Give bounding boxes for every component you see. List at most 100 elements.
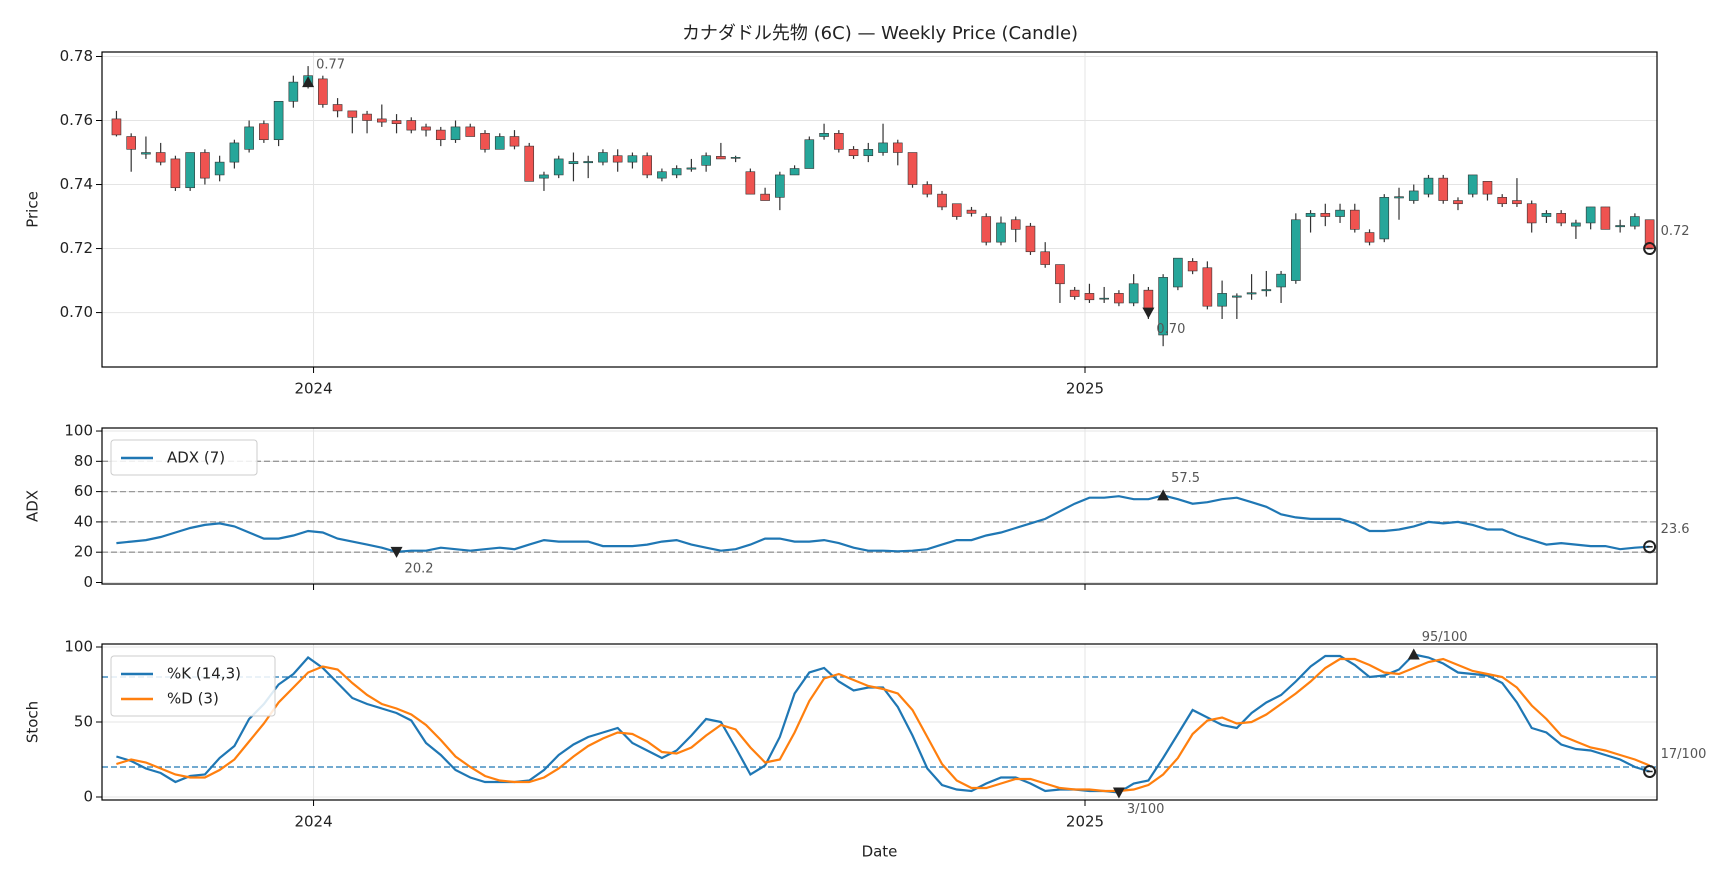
candle-body <box>863 149 874 157</box>
y-tick-label: 100 <box>64 638 93 656</box>
y-tick-label: 100 <box>64 422 93 440</box>
candle-body <box>1423 177 1434 195</box>
candle-body <box>892 142 903 153</box>
y-tick-label: 50 <box>74 713 93 731</box>
y-tick-label: 0 <box>83 788 93 806</box>
candle-body <box>435 129 446 141</box>
candle-body <box>200 152 210 179</box>
candle-body <box>996 222 1006 243</box>
x-axis-label: Date <box>862 843 898 861</box>
candle-body <box>1600 206 1611 230</box>
candle-body <box>1541 213 1552 217</box>
candle-body <box>1232 295 1242 298</box>
candle-body <box>1055 264 1065 285</box>
max-marker <box>1157 489 1170 501</box>
candle-body <box>671 168 682 176</box>
annotation-label: 17/100 <box>1661 747 1707 762</box>
candle-body <box>539 174 549 179</box>
annotation-label: 3/100 <box>1127 802 1164 817</box>
candle-body <box>789 168 800 176</box>
candle-body <box>524 145 535 182</box>
candle-body <box>553 158 564 176</box>
candle-body <box>1158 277 1168 336</box>
y-axis-label: ADX <box>24 490 42 522</box>
annotation-label: 0.77 <box>316 58 345 73</box>
x-tick-label: 2024 <box>294 813 332 831</box>
candle-body <box>907 152 918 185</box>
candle-body <box>155 152 166 163</box>
y-axis-label: Stoch <box>24 701 42 743</box>
candle-body <box>494 136 505 150</box>
candle-body <box>1010 219 1021 230</box>
y-tick-label: 0.78 <box>60 47 93 65</box>
candle-body <box>1099 297 1109 300</box>
candle-body <box>332 104 343 112</box>
candle-body <box>922 184 933 195</box>
plot-frame <box>101 643 1658 801</box>
candle-body <box>111 118 122 136</box>
candle-body <box>1408 190 1419 201</box>
candle-body <box>318 78 328 105</box>
min-marker <box>1112 787 1125 799</box>
legend-box <box>110 439 258 476</box>
series-line <box>116 653 1650 794</box>
candle-body <box>878 142 888 153</box>
max-marker <box>1407 648 1420 660</box>
candle-body <box>1526 203 1537 224</box>
candle-body <box>1173 257 1183 288</box>
candle-body <box>259 123 269 141</box>
candle-body <box>1217 293 1227 307</box>
candle-body <box>170 158 181 189</box>
candle-body <box>627 155 638 163</box>
candle-body <box>1571 222 1581 227</box>
candle-body <box>1143 289 1154 310</box>
candle-body <box>1335 209 1345 217</box>
candle-body <box>612 155 623 163</box>
candle-body <box>966 209 977 214</box>
candle-body <box>1040 251 1051 265</box>
legend-label: %D (3) <box>167 690 219 708</box>
candle-body <box>598 152 608 163</box>
annotation-label: 20.2 <box>405 561 434 576</box>
annotation-label: 0.70 <box>1156 322 1185 337</box>
candle-body <box>1261 289 1272 292</box>
last-marker <box>1643 765 1657 778</box>
plot-frame <box>101 427 1658 585</box>
candle-body <box>1305 213 1316 217</box>
y-tick-label: 80 <box>74 452 93 470</box>
x-tick-label: 2024 <box>294 380 332 398</box>
candle-body <box>406 120 417 131</box>
legend-label: %K (14,3) <box>167 665 241 683</box>
candle-body <box>819 133 829 137</box>
min-marker <box>390 546 403 558</box>
plot-frame <box>101 51 1658 368</box>
candle-body <box>1379 197 1390 240</box>
y-tick-label: 0.74 <box>60 175 93 193</box>
candle-body <box>421 126 431 131</box>
candle-body <box>1069 289 1080 297</box>
candle-body <box>1246 292 1257 295</box>
max-marker <box>302 76 315 88</box>
candle-body <box>1615 225 1625 228</box>
candle-body <box>1202 267 1213 307</box>
candle-body <box>288 81 299 102</box>
series-line <box>116 657 1651 793</box>
candle-body <box>730 157 741 159</box>
series-line <box>116 494 1650 554</box>
legend-box <box>110 655 276 717</box>
candle-body <box>509 136 520 147</box>
candle-body <box>1453 200 1463 205</box>
candle-body <box>804 139 815 169</box>
annotation-label: 57.5 <box>1171 471 1200 486</box>
candle-body <box>701 155 711 166</box>
candle-body <box>1394 196 1404 199</box>
candle-body <box>1025 225 1036 253</box>
candle-body <box>1364 232 1375 243</box>
y-tick-label: 60 <box>74 482 93 500</box>
candle-body <box>583 161 593 164</box>
y-tick-label: 40 <box>74 512 93 530</box>
candle-body <box>568 161 579 165</box>
candle-body <box>981 216 992 243</box>
candle-body <box>834 133 844 150</box>
